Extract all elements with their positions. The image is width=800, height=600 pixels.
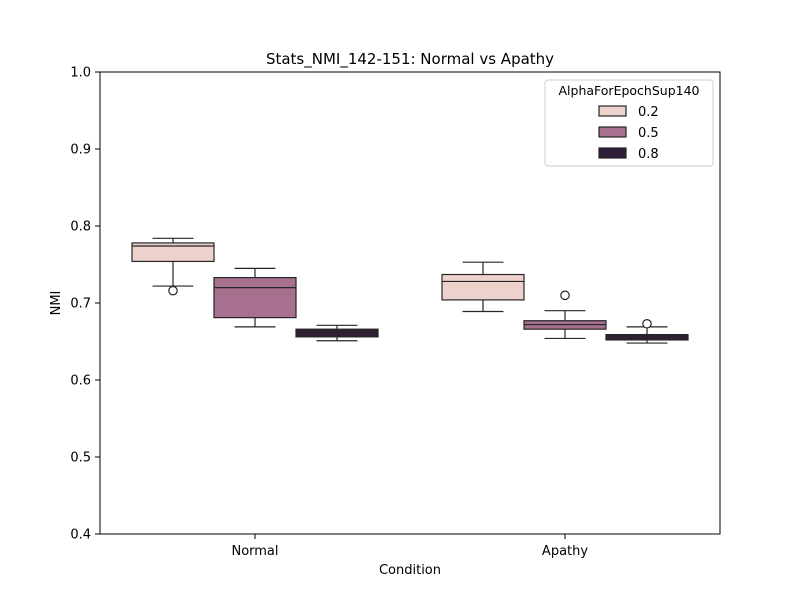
box-iqr — [295, 328, 379, 338]
box-0.2-normal — [131, 237, 215, 296]
y-tick-label: 0.9 — [70, 143, 91, 158]
box-0.8-normal — [295, 324, 379, 342]
x-tick-label: Apathy — [542, 544, 588, 559]
box-0.5-apathy — [523, 290, 607, 340]
outlier-point — [642, 318, 652, 329]
legend-swatch-0.8 — [598, 147, 627, 159]
legend-swatch-0.2 — [598, 105, 627, 117]
legend-swatch-0.5 — [598, 126, 627, 138]
box-iqr — [441, 273, 525, 301]
box-0.5-normal — [213, 267, 297, 328]
x-axis-label: Condition — [379, 563, 441, 578]
box-0.8-apathy — [605, 318, 689, 344]
box-iqr — [131, 242, 215, 263]
legend-label-0.2: 0.2 — [638, 105, 659, 120]
chart-title: Stats_NMI_142-151: Normal vs Apathy — [266, 50, 554, 69]
y-axis-label: NMI — [49, 291, 64, 316]
y-tick-label: 0.5 — [70, 451, 91, 466]
legend-title: AlphaForEpochSup140 — [559, 83, 700, 98]
plot-area: 0.4 0.5 0.6 0.7 0.8 0.9 1.0 Normal Apathy — [70, 66, 721, 559]
legend-label-0.8: 0.8 — [638, 147, 659, 162]
box-0.2-apathy — [441, 261, 525, 313]
axes-frame — [99, 71, 721, 535]
y-tick-label: 0.7 — [70, 297, 91, 312]
y-tick-label: 1.0 — [70, 66, 91, 81]
legend-label-0.5: 0.5 — [638, 126, 659, 141]
y-tick-label: 0.8 — [70, 220, 91, 235]
legend: AlphaForEpochSup140 0.2 0.5 0.8 — [544, 79, 714, 167]
legend-box — [544, 79, 714, 167]
box-iqr — [213, 276, 297, 319]
outlier-point — [168, 285, 178, 296]
y-tick-label: 0.6 — [70, 374, 91, 389]
x-tick-label: Normal — [231, 544, 278, 559]
outlier-point — [560, 290, 570, 301]
y-tick-label: 0.4 — [70, 528, 91, 543]
